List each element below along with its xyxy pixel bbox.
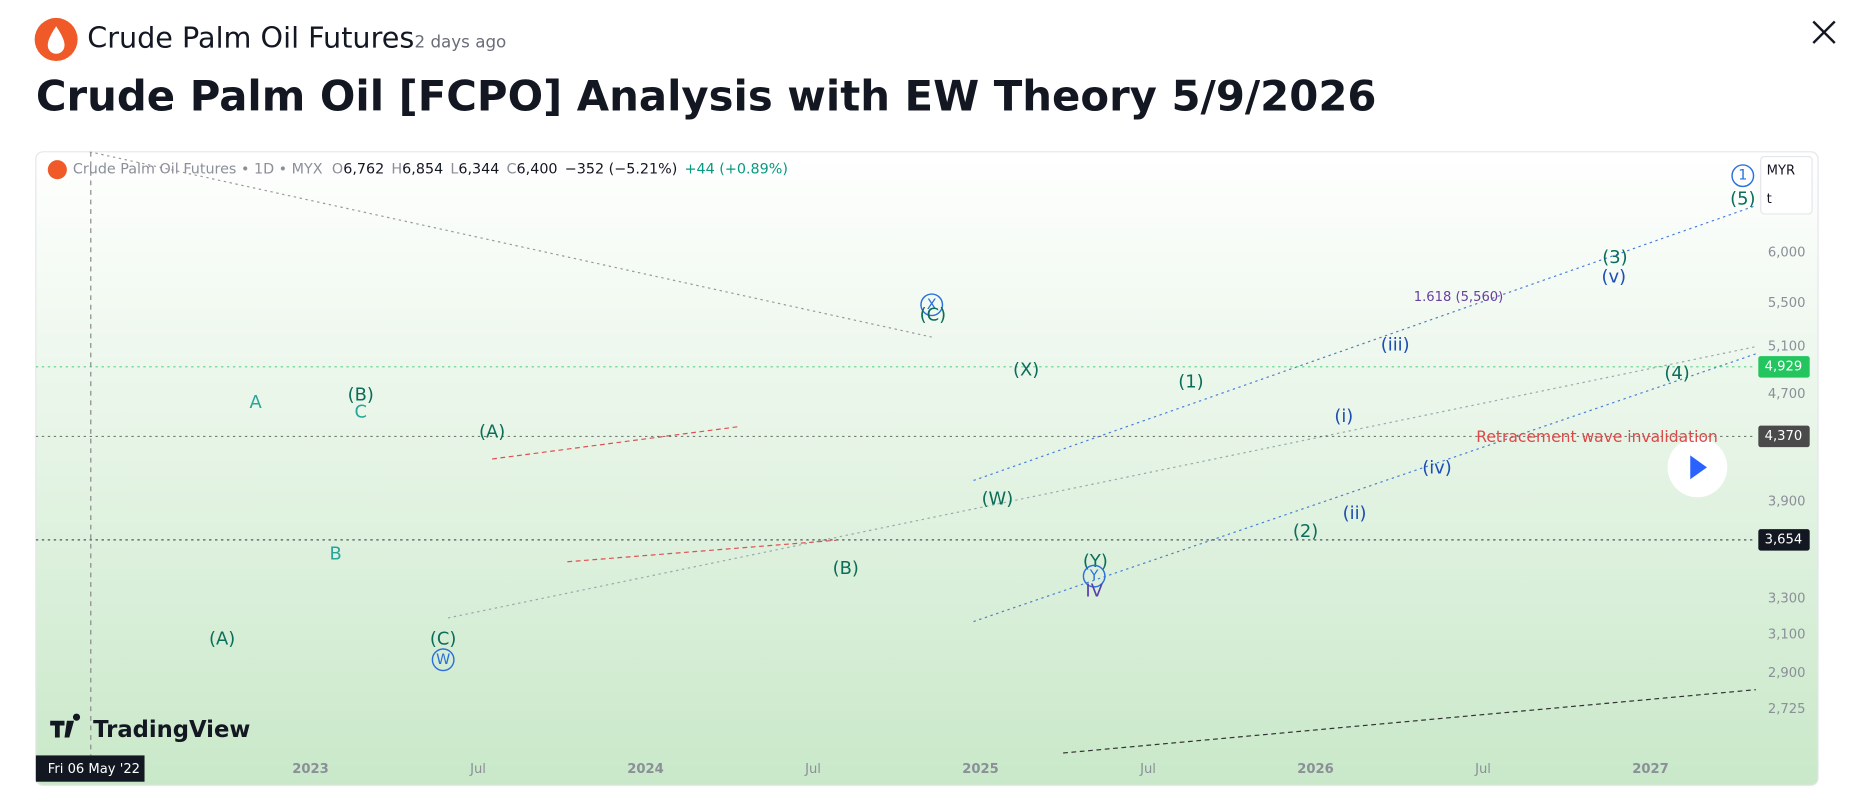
wave-label: Y	[1089, 568, 1099, 584]
legend-value: 6,762	[343, 162, 384, 178]
wave-label: (1)	[1178, 371, 1203, 392]
price-tag-label: 4,929	[1765, 359, 1803, 374]
wave-circle	[1731, 164, 1755, 188]
plot	[35, 151, 1757, 756]
x-tick-label: Jul	[1139, 762, 1156, 777]
wave-circle	[431, 648, 455, 672]
legend-symbol: Crude Palm Oil Futures • 1D • MYX	[73, 162, 323, 178]
currency: MYR	[1767, 163, 1795, 178]
legend-key: O	[332, 162, 343, 178]
play-button[interactable]	[1667, 437, 1728, 498]
x-tick-label: Jul	[1474, 762, 1491, 777]
legend-value: 6,854	[402, 162, 443, 178]
x-tick-label: 2026	[1297, 762, 1334, 777]
y-tick-label: 3,100	[1768, 627, 1806, 642]
close-button[interactable]	[1812, 20, 1836, 44]
legend: Crude Palm Oil Futures • 1D • MYX O6,762…	[73, 162, 788, 178]
y-tick-label: 2,725	[1768, 702, 1806, 717]
y-tick-label: 4,700	[1768, 387, 1806, 402]
currency-box	[1760, 155, 1813, 215]
y-tick-label: 3,300	[1768, 591, 1806, 606]
x-tick-label: 2023	[292, 762, 329, 777]
channel-line	[973, 205, 1757, 482]
wave-label: (ii)	[1343, 503, 1367, 524]
legend-icon	[47, 160, 67, 180]
wave-label: (iv)	[1422, 458, 1452, 479]
wave-label: Retracement wave invalidation	[1476, 428, 1718, 446]
wave-label: (5)	[1730, 189, 1755, 210]
y-tick-label: 6,000	[1768, 246, 1806, 261]
legend-key: L	[450, 162, 458, 178]
x-tick-label: 2027	[1632, 762, 1669, 777]
wave-label: 1.618 (5,560)	[1414, 290, 1504, 305]
crosshair-date: Fri 06 May '22	[48, 762, 140, 777]
channel-line	[973, 353, 1757, 623]
chart-frame	[35, 151, 1819, 786]
wave-label: (i)	[1334, 406, 1353, 427]
legend-value: 6,400	[517, 162, 558, 178]
trendline	[447, 346, 1757, 619]
wave-label: (C)	[920, 305, 946, 326]
wave-label: (C)	[430, 628, 456, 649]
y-tick-label: 5,100	[1768, 340, 1806, 355]
trendline	[1063, 689, 1756, 754]
x-tick-label: 2025	[962, 762, 999, 777]
wave-label: (2)	[1293, 521, 1318, 542]
legend-key: H	[391, 162, 402, 178]
wave-label: C	[354, 401, 367, 422]
brand: TradingView	[93, 717, 250, 743]
wave-label: (X)	[1013, 360, 1039, 381]
x-tick-label: Jul	[469, 762, 486, 777]
y-tick-label: 2,900	[1768, 666, 1806, 681]
idea-title: Crude Palm Oil [FCPO] Analysis with EW T…	[36, 72, 1377, 121]
wave-label: (B)	[348, 385, 374, 406]
wave-label: (A)	[479, 422, 505, 443]
x-tick-label: 2024	[627, 762, 664, 777]
y-tick-label: 5,500	[1768, 296, 1806, 311]
y-tick-label: 3,900	[1768, 495, 1806, 510]
wave-label: (v)	[1602, 266, 1627, 287]
legend-value: 6,344	[458, 162, 499, 178]
legend-extra: +44 (+0.89%)	[684, 162, 787, 178]
channel-name[interactable]: Crude Palm Oil Futures	[87, 20, 414, 54]
wave-label: (A)	[209, 628, 235, 649]
wave-label: B	[330, 544, 342, 565]
price-tag	[1758, 356, 1810, 378]
wave-label: X	[927, 297, 937, 313]
post-time: 2 days ago	[414, 32, 506, 52]
wave-circle	[920, 293, 944, 317]
wave-label: 1	[1738, 168, 1747, 184]
legend-change: −352 (−5.21%)	[565, 162, 678, 178]
drop-icon	[47, 26, 65, 54]
price-tag	[1758, 529, 1810, 551]
logo	[50, 713, 81, 738]
wave-label: (W)	[982, 489, 1014, 510]
wave-label: (4)	[1664, 363, 1689, 384]
wave-label: IV	[1085, 581, 1103, 602]
price-tag	[1758, 425, 1810, 448]
trendline	[89, 151, 932, 338]
price-tag-label: 4,370	[1765, 429, 1803, 444]
wave-circle	[1082, 564, 1106, 588]
wave-label: A	[250, 392, 263, 413]
crosshair-box	[35, 755, 145, 782]
range-line	[492, 426, 837, 563]
wave-label: (iii)	[1381, 334, 1410, 355]
wave-label: (3)	[1602, 247, 1627, 268]
unit: t	[1767, 192, 1772, 207]
wave-label: (B)	[833, 558, 859, 579]
x-tick-label: Jul	[804, 762, 821, 777]
price-tag-label: 3,654	[1765, 532, 1803, 547]
legend-key: C	[507, 162, 517, 178]
wave-label: W	[436, 652, 450, 668]
